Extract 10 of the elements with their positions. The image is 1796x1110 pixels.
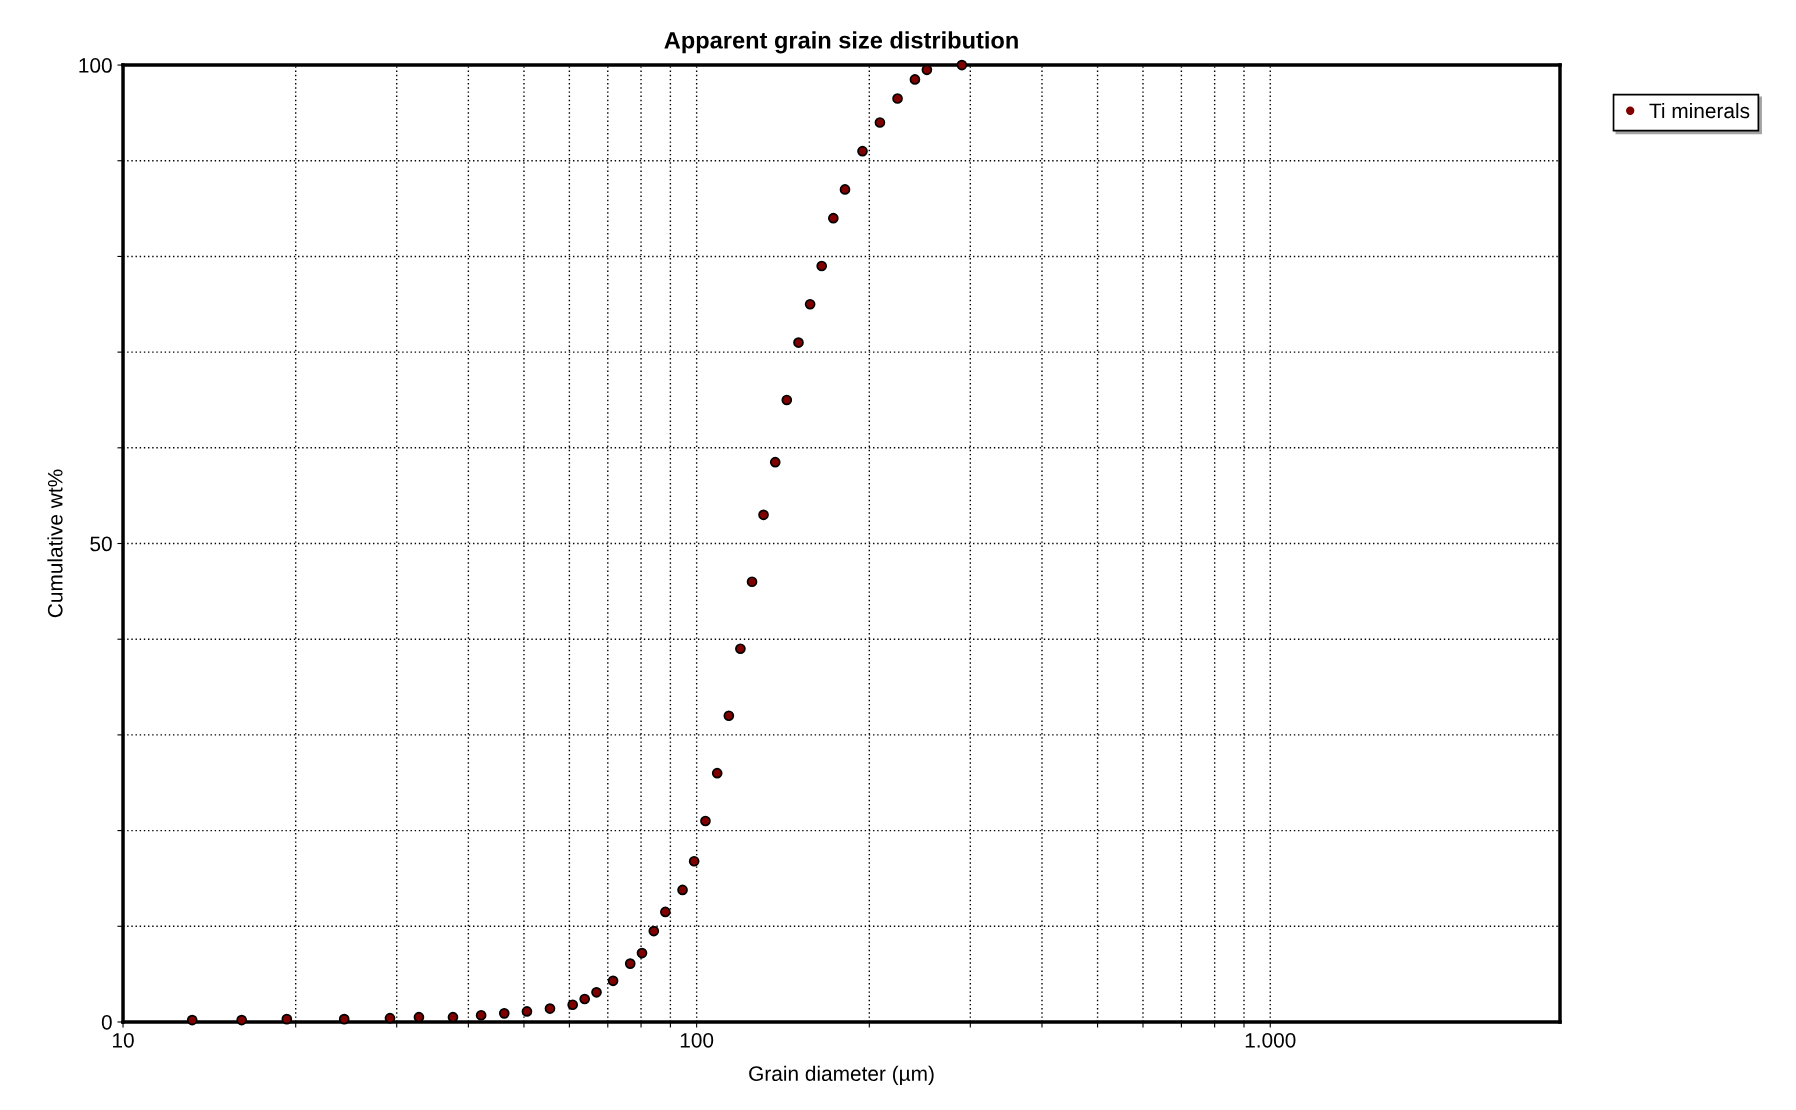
y-axis-title: Cumulative wt% — [47, 469, 63, 618]
y-tick-label: 50 — [90, 536, 112, 552]
x-axis-title: Grain diameter (µm) — [749, 1065, 934, 1086]
x-tick-label: 100 — [680, 1032, 714, 1048]
y-tick-label: 100 — [79, 58, 112, 73]
x-tick-label: 1.000 — [1245, 1032, 1296, 1048]
y-tick-label: 0 — [101, 1014, 112, 1030]
chart-title: Apparent grain size distribution — [664, 31, 1018, 54]
legend-label: Ti minerals — [1649, 102, 1750, 119]
x-tick-label: 10 — [113, 1032, 134, 1048]
